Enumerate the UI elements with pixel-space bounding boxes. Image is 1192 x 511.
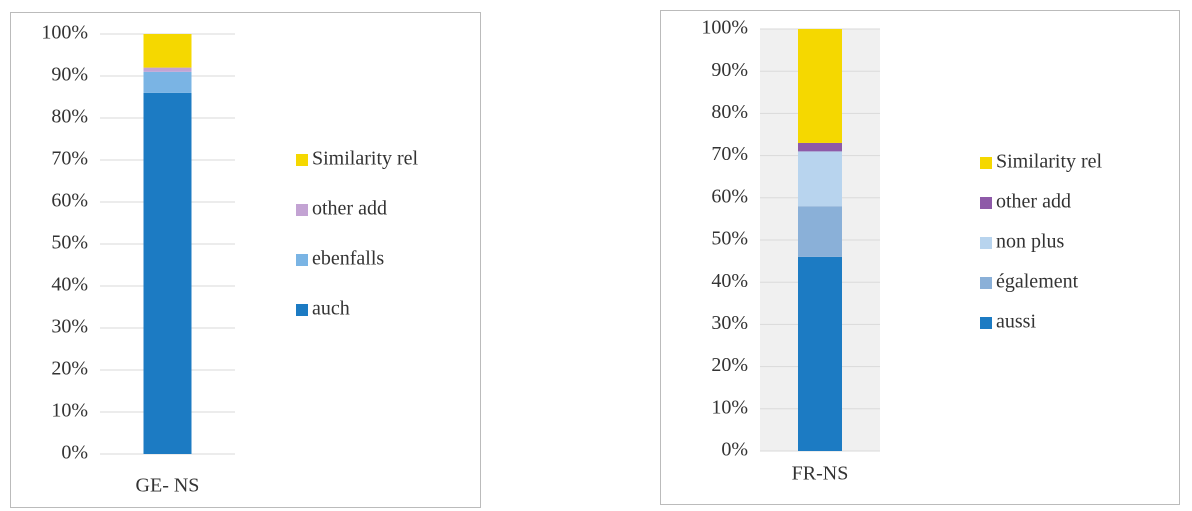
y-tick-label: 50% <box>51 232 88 254</box>
legend-label: ebenfalls <box>312 248 384 270</box>
y-tick-label: 60% <box>711 185 748 207</box>
y-tick-label: 60% <box>51 190 88 212</box>
y-tick-label: 80% <box>51 106 88 128</box>
legend-swatch <box>980 237 992 249</box>
bar-segment <box>143 34 192 68</box>
y-tick-label: 100% <box>41 22 88 44</box>
legend-label: auch <box>312 298 350 320</box>
bar-segment <box>798 142 842 152</box>
bar-segment <box>798 206 842 257</box>
y-tick-label: 100% <box>701 17 748 39</box>
y-tick-label: 50% <box>711 228 748 250</box>
legend-label: également <box>996 271 1079 293</box>
y-tick-label: 0% <box>721 439 748 461</box>
legend-swatch <box>296 304 308 316</box>
bar-segment <box>143 92 192 455</box>
legend-swatch <box>980 157 992 169</box>
legend-swatch <box>296 204 308 216</box>
legend-swatch <box>296 154 308 166</box>
bar-segment <box>143 67 192 72</box>
legend-label: Similarity rel <box>312 148 419 170</box>
legend-swatch <box>980 277 992 289</box>
y-tick-label: 70% <box>51 148 88 170</box>
y-tick-label: 70% <box>711 143 748 165</box>
y-tick-label: 10% <box>51 400 88 422</box>
y-tick-label: 30% <box>51 316 88 338</box>
y-tick-label: 20% <box>51 358 88 380</box>
legend-swatch <box>980 197 992 209</box>
y-tick-label: 80% <box>711 101 748 123</box>
y-tick-label: 30% <box>711 312 748 334</box>
legend-swatch <box>980 317 992 329</box>
y-tick-label: 90% <box>51 64 88 86</box>
y-tick-label: 90% <box>711 59 748 81</box>
legend-swatch <box>296 254 308 266</box>
x-tick-label: GE- NS <box>136 475 200 497</box>
y-tick-label: 20% <box>711 354 748 376</box>
y-tick-label: 40% <box>51 274 88 296</box>
legend-label: aussi <box>996 311 1036 333</box>
legend-label: other add <box>996 191 1071 213</box>
bar-segment <box>798 29 842 143</box>
y-tick-label: 0% <box>61 442 88 464</box>
legend-label: non plus <box>996 231 1065 253</box>
y-tick-label: 10% <box>711 396 748 418</box>
bar-segment <box>798 256 842 451</box>
bar-segment <box>143 71 192 93</box>
chart-frame <box>10 12 481 508</box>
legend-label: Similarity rel <box>996 151 1103 173</box>
x-tick-label: FR-NS <box>792 463 849 485</box>
bar-segment <box>798 151 842 207</box>
chart-frame <box>660 10 1180 505</box>
y-tick-label: 40% <box>711 270 748 292</box>
legend-label: other add <box>312 198 387 220</box>
